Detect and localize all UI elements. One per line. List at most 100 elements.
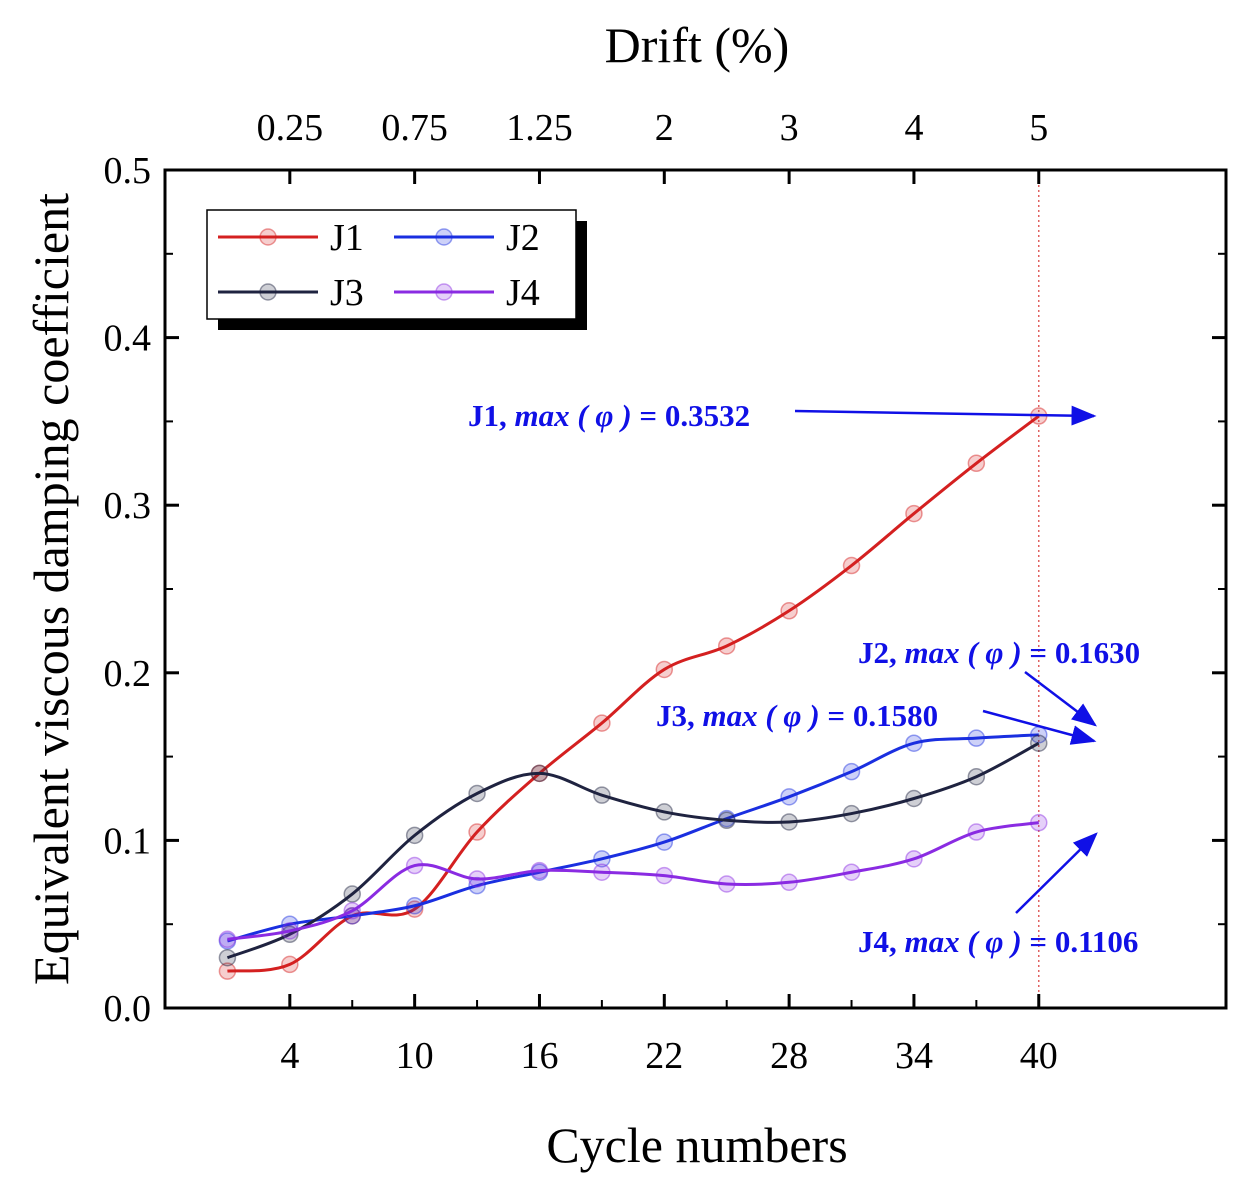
legend: J1 J2 J3 J4 <box>206 209 587 330</box>
data-point-j1 <box>218 962 237 980</box>
y-tick-label: 0.3 <box>104 485 152 527</box>
data-point-j4 <box>1030 813 1048 832</box>
top-tick-label: 1.25 <box>506 107 573 149</box>
annotation-label-j4: J4, max ( φ ) = 0.1106 <box>858 924 1138 959</box>
annotation-layer: J1, max ( φ ) = 0.3532 J2, max ( φ ) = 0.… <box>468 398 1140 959</box>
data-point-j4 <box>343 902 361 920</box>
legend-item-j2: J2 <box>394 217 540 259</box>
x-tick-label: 28 <box>770 1035 808 1077</box>
data-point-j3 <box>717 811 736 830</box>
data-point-j2 <box>967 729 986 747</box>
data-point-j2 <box>655 833 674 851</box>
annotation-value: = 0.1630 <box>1022 635 1140 670</box>
data-point-j1 <box>780 602 798 620</box>
data-point-j3 <box>780 813 798 831</box>
series-layer <box>218 407 1048 980</box>
data-point-j2 <box>593 850 611 868</box>
y-axis-title: Equivalent viscous damping coefficient <box>23 193 79 985</box>
annotation-j3: J3, max ( φ ) = 0.1580 <box>656 698 1097 745</box>
top-tick-label: 5 <box>1029 107 1048 149</box>
series-j4 <box>218 813 1048 949</box>
data-point-j3 <box>343 885 361 903</box>
data-point-j4 <box>530 861 549 880</box>
data-point-j3 <box>468 784 486 803</box>
data-point-j2 <box>218 932 237 950</box>
data-point-j1 <box>717 637 736 655</box>
data-point-j1 <box>905 504 923 523</box>
x-tick-label: 34 <box>895 1035 933 1077</box>
data-point-j4 <box>967 823 986 841</box>
annotation-function: max ( φ ) <box>905 635 1022 670</box>
annotation-label-j1: J1, max ( φ ) = 0.3532 <box>468 398 750 433</box>
annotation-function: max ( φ ) <box>703 698 820 733</box>
annotation-function: max ( φ ) <box>905 924 1022 959</box>
series-line-j3 <box>226 741 1040 960</box>
data-point-j4 <box>468 870 486 888</box>
y-tick-label: 0.1 <box>104 820 152 862</box>
annotation-arrow-j3 <box>982 709 1097 745</box>
data-point-j4 <box>717 875 736 893</box>
legend-label-j1: J1 <box>330 217 364 259</box>
data-point-j3 <box>218 948 237 967</box>
data-point-j4 <box>842 863 861 881</box>
annotation-prefix: J4, <box>858 924 905 959</box>
y-tick-label: 0.2 <box>104 653 152 695</box>
annotation-prefix: J1, <box>468 398 515 433</box>
top-tick-label: 0.75 <box>381 107 448 149</box>
legend-label-j2: J2 <box>506 217 540 259</box>
x-axis-title: Cycle numbers <box>546 1117 847 1173</box>
data-point-j4 <box>655 866 674 885</box>
legend-box <box>206 209 577 320</box>
data-point-j1 <box>468 823 486 841</box>
annotation-arrow-j4 <box>1015 832 1098 914</box>
annotation-function: max ( φ ) <box>515 398 632 433</box>
annotation-value: = 0.1106 <box>1022 924 1139 959</box>
data-point-j1 <box>281 955 299 974</box>
x-tick-label: 16 <box>520 1035 558 1077</box>
data-point-j4 <box>281 922 299 940</box>
top-tick-label: 2 <box>655 107 674 149</box>
annotation-label-j2: J2, max ( φ ) = 0.1630 <box>858 635 1140 670</box>
data-point-j4 <box>405 856 424 875</box>
legend-marker-j4 <box>435 283 453 301</box>
top-tick-label: 0.25 <box>257 107 324 149</box>
x-tick-label: 10 <box>396 1035 434 1077</box>
annotation-j2: J2, max ( φ ) = 0.1630 <box>858 635 1140 727</box>
annotation-value: = 0.1580 <box>820 698 938 733</box>
data-point-j3 <box>530 764 549 783</box>
data-point-j2 <box>405 897 424 915</box>
data-point-j3 <box>905 789 923 808</box>
series-line-j2 <box>227 733 1039 943</box>
x-tick-label: 22 <box>645 1035 683 1077</box>
annotation-value: = 0.3532 <box>632 398 750 433</box>
legend-item-j3: J3 <box>218 272 364 314</box>
legend-label-j4: J4 <box>506 272 540 314</box>
legend-marker-j2 <box>435 228 453 246</box>
data-point-j2 <box>842 762 861 781</box>
annotation-label-j3: J3, max ( φ ) = 0.1580 <box>656 698 938 733</box>
annotation-arrow-j2 <box>1024 671 1097 727</box>
annotation-j1: J1, max ( φ ) = 0.3532 <box>468 398 1097 433</box>
data-point-j1 <box>655 660 674 679</box>
y-tick-label: 0.4 <box>104 318 152 360</box>
data-point-j4 <box>593 863 611 881</box>
legend-marker-j3 <box>259 283 277 301</box>
data-point-j3 <box>1030 734 1048 752</box>
top-axis-title: Drift (%) <box>605 17 790 73</box>
legend-item-j4: J4 <box>394 272 540 314</box>
annotation-prefix: J3, <box>656 698 703 733</box>
top-tick-label: 3 <box>780 107 799 149</box>
legend-item-j1: J1 <box>218 217 364 259</box>
data-point-j4 <box>218 930 237 949</box>
data-point-j3 <box>842 804 861 823</box>
axis-ticks: 4 10 16 22 28 34 400.25 0.75 1.25 2 3 4 50.00.10.20.… <box>104 107 1226 1077</box>
data-point-j3 <box>593 786 611 804</box>
y-tick-label: 0.5 <box>104 150 152 192</box>
x-tick-label: 4 <box>280 1035 299 1077</box>
legend-items: J1 J2 J3 J4 <box>218 217 540 314</box>
data-point-j3 <box>967 767 986 786</box>
y-tick-label: 0.0 <box>104 988 152 1030</box>
legend-label-j3: J3 <box>330 272 364 314</box>
data-point-j2 <box>780 788 798 806</box>
